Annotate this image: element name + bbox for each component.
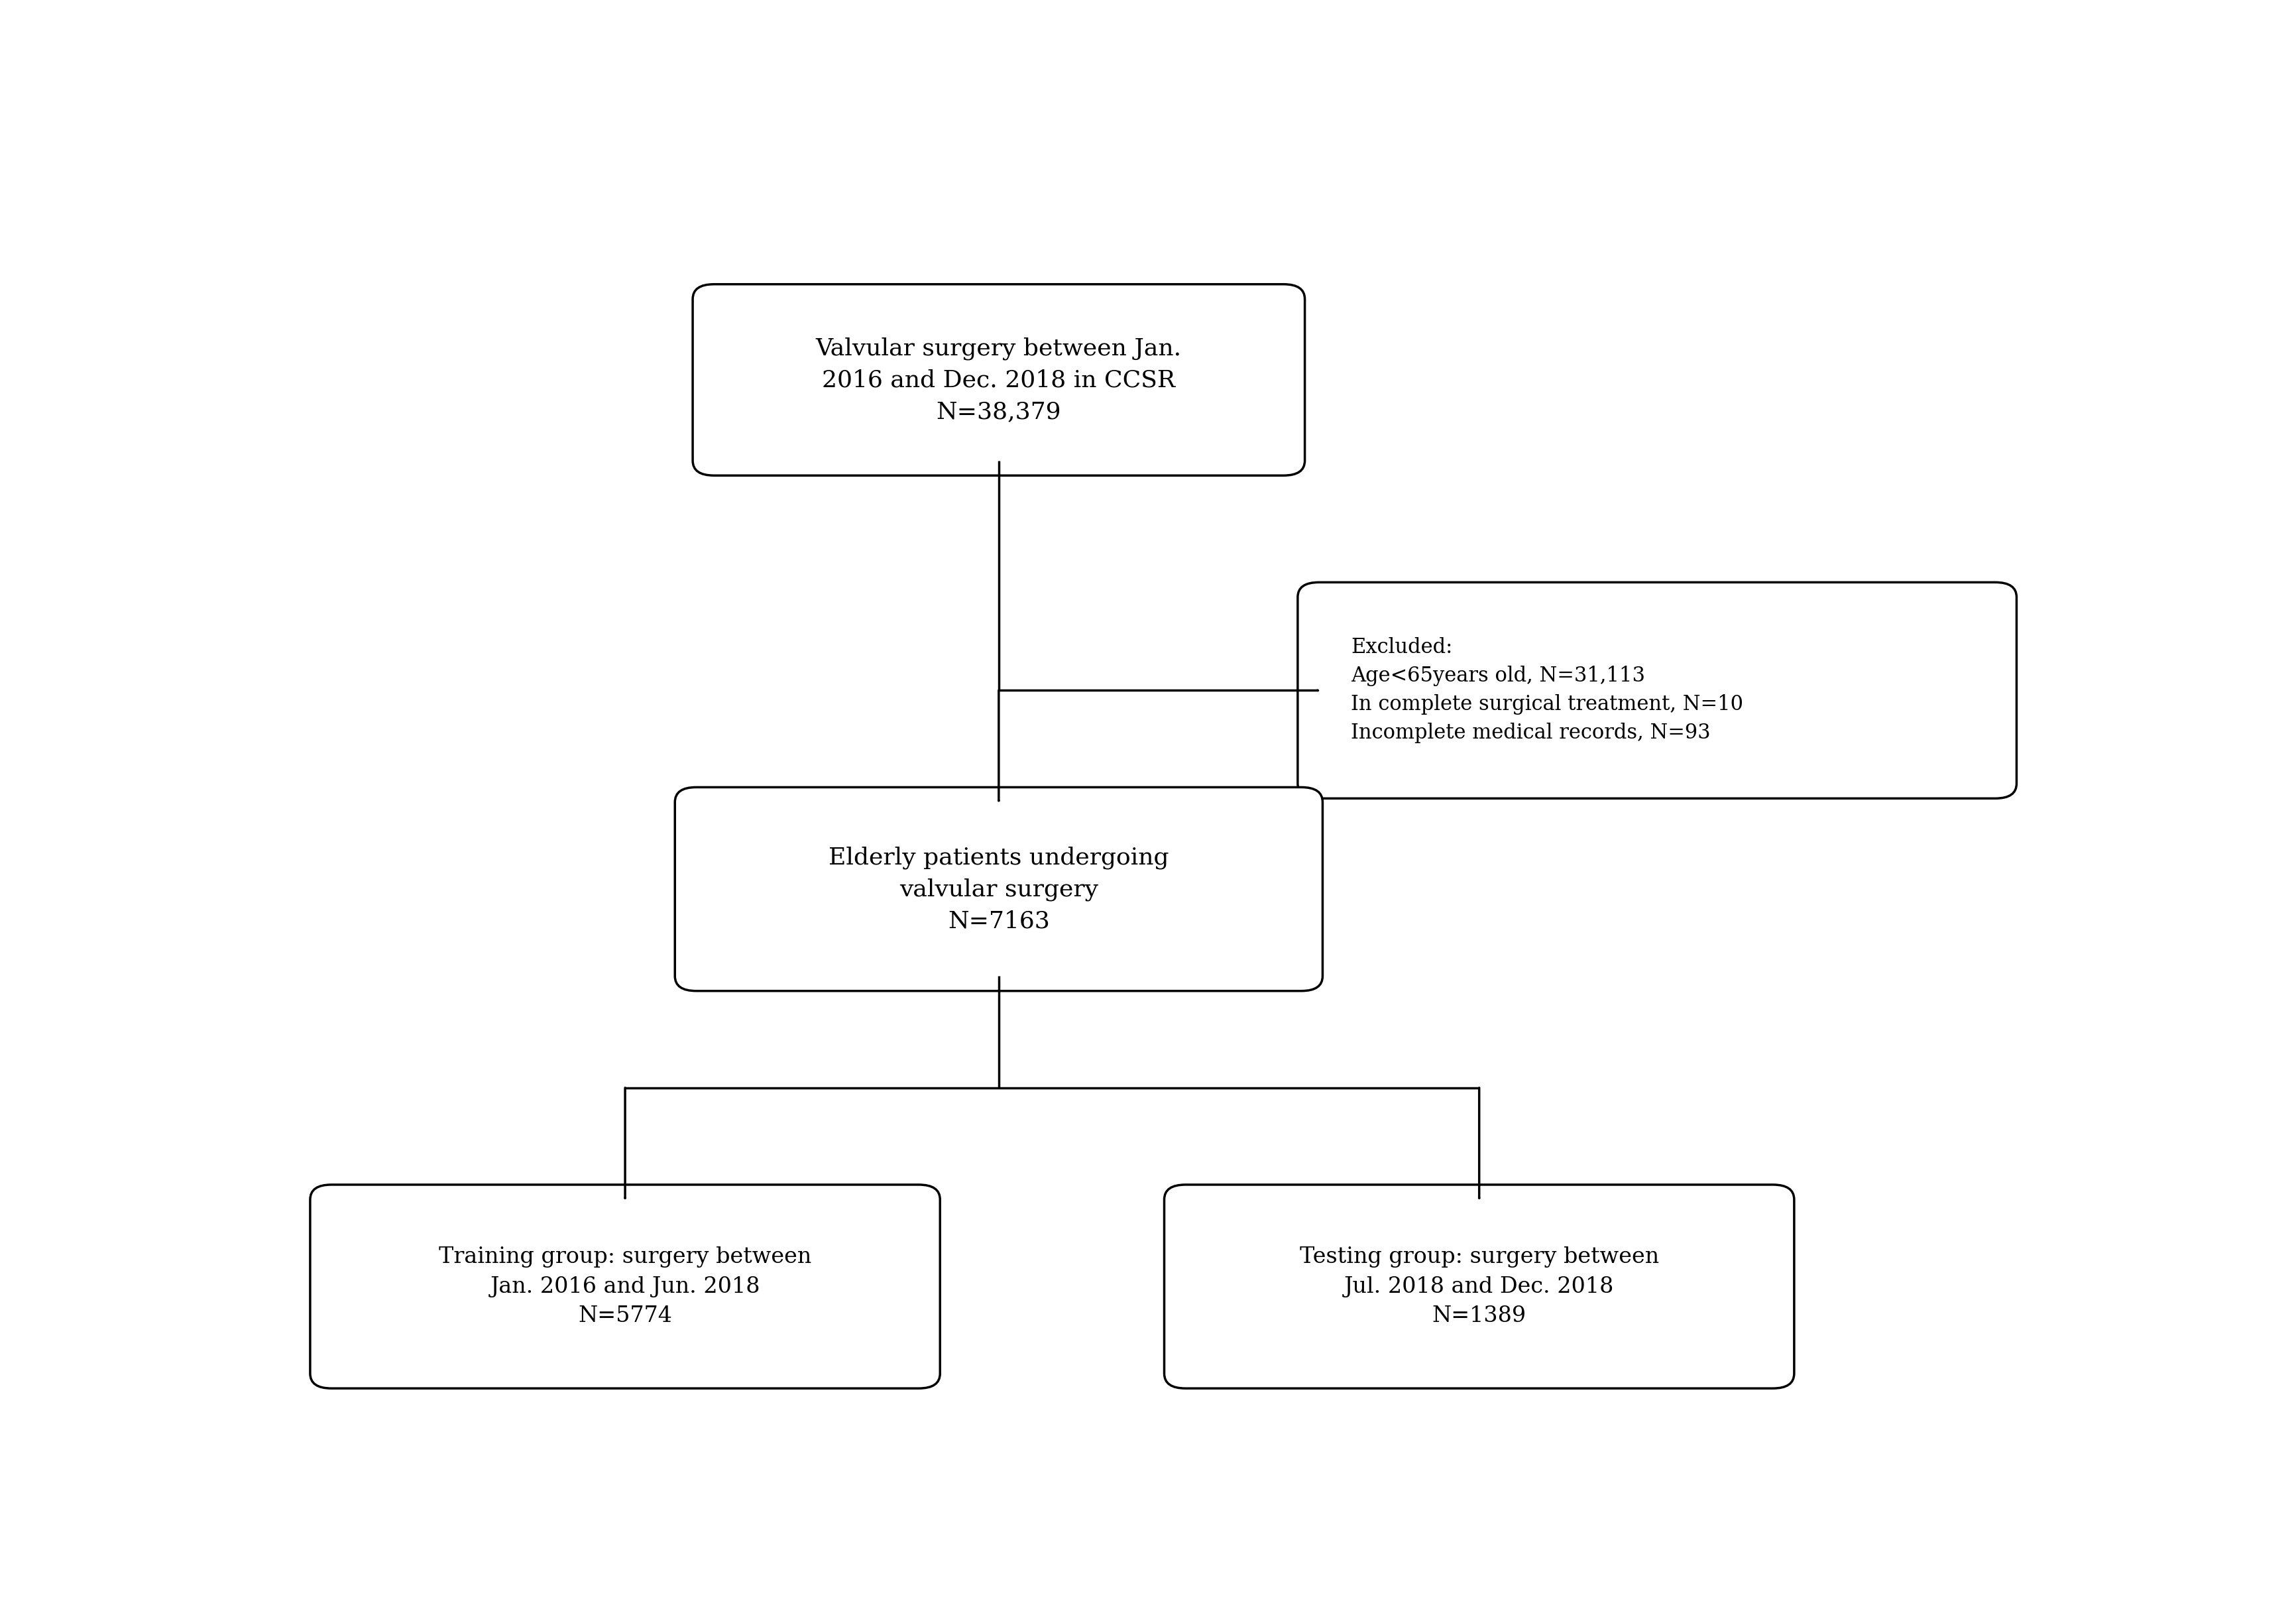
FancyBboxPatch shape: [675, 787, 1322, 990]
Text: Excluded:
Age<65years old, N=31,113
In complete surgical treatment, N=10
Incompl: Excluded: Age<65years old, N=31,113 In c…: [1350, 637, 1743, 744]
Text: Valvular surgery between Jan.
2016 and Dec. 2018 in CCSR
N=38,379: Valvular surgery between Jan. 2016 and D…: [815, 337, 1182, 423]
Text: Testing group: surgery between
Jul. 2018 and Dec. 2018
N=1389: Testing group: surgery between Jul. 2018…: [1300, 1247, 1660, 1326]
Text: Training group: surgery between
Jan. 2016 and Jun. 2018
N=5774: Training group: surgery between Jan. 201…: [439, 1247, 810, 1326]
Text: Elderly patients undergoing
valvular surgery
N=7163: Elderly patients undergoing valvular sur…: [829, 845, 1169, 932]
FancyBboxPatch shape: [1297, 582, 2016, 798]
FancyBboxPatch shape: [693, 284, 1304, 476]
FancyBboxPatch shape: [1164, 1184, 1793, 1389]
FancyBboxPatch shape: [310, 1184, 939, 1389]
